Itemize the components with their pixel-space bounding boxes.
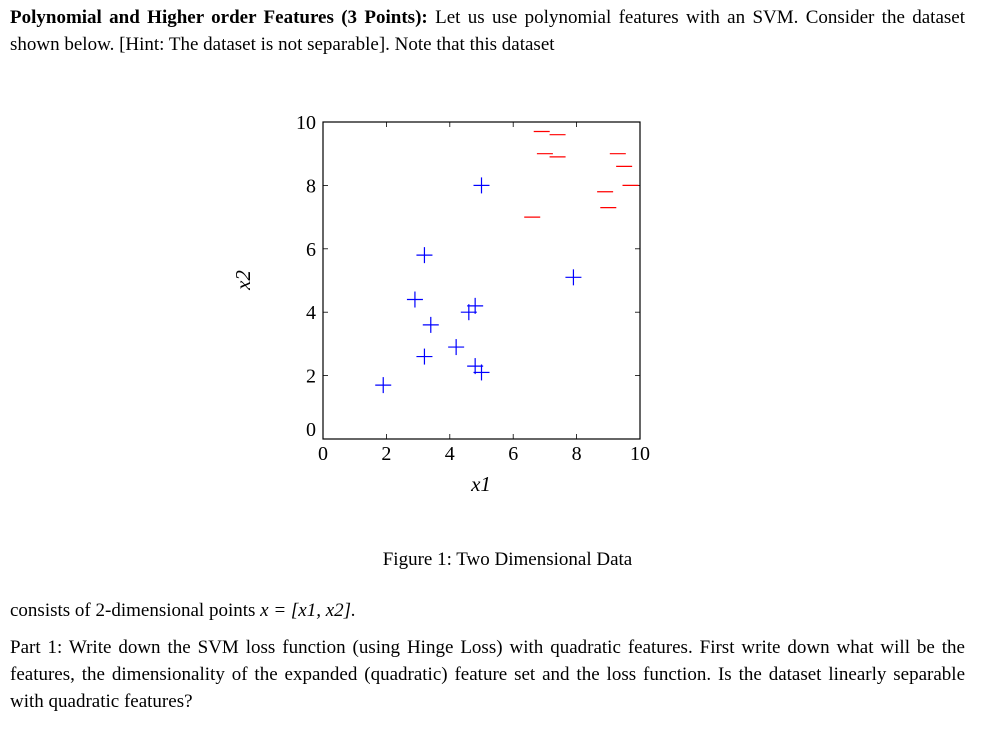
inline-math: x = [x1, x2]. — [260, 600, 356, 621]
plus-marker — [467, 297, 484, 314]
intro-paragraph: Polynomial and Higher order Features (3 … — [10, 4, 965, 58]
plus-marker — [467, 358, 484, 375]
y-tick-label: 0 — [306, 419, 316, 441]
y-tick-label: 6 — [306, 239, 316, 261]
x-tick-label: 2 — [381, 443, 391, 465]
plus-marker — [460, 304, 477, 321]
y-tick-label: 10 — [296, 112, 316, 134]
x-tick-label: 10 — [630, 443, 650, 465]
x-tick-label: 8 — [572, 443, 582, 465]
section-heading: Polynomial and Higher order Features (3 … — [10, 7, 428, 28]
axis-ticks — [322, 121, 641, 440]
plus-marker — [416, 247, 433, 264]
y-axis-label: x2 — [231, 270, 255, 291]
part1-paragraph: Part 1: Write down the SVM loss function… — [10, 637, 965, 712]
plus-marker — [473, 177, 490, 194]
plus-marker — [406, 291, 423, 308]
scatter-plot: 0 2 4 6 8 10 0 2 4 6 8 10 x1 x2 — [231, 112, 650, 496]
plus-marker — [448, 339, 465, 356]
plus-marker — [416, 348, 433, 365]
x-tick-label: 4 — [445, 443, 455, 465]
intro-text: Let us use polynomial features with an S… — [10, 7, 965, 55]
plus-marker — [422, 316, 439, 333]
plus-marker — [473, 364, 490, 381]
x-tick-label: 0 — [318, 443, 328, 465]
plus-marker — [565, 269, 582, 286]
continuation-paragraph: consists of 2-dimensional points x = [x1… — [10, 597, 965, 624]
x-axis-label: x1 — [470, 472, 491, 496]
plus-marker — [375, 377, 392, 394]
data-points — [375, 130, 639, 394]
x-tick-label: 6 — [508, 443, 518, 465]
y-tick-label: 2 — [306, 366, 316, 388]
continuation-text: consists of 2-dimensional points — [10, 600, 261, 621]
figure-caption: Figure 1: Two Dimensional Data — [382, 549, 633, 570]
y-tick-label: 4 — [306, 302, 316, 324]
axis-tick-labels: 0 2 4 6 8 10 0 2 4 6 8 10 — [296, 112, 650, 465]
y-tick-label: 8 — [306, 175, 316, 197]
plot-frame — [322, 121, 641, 440]
